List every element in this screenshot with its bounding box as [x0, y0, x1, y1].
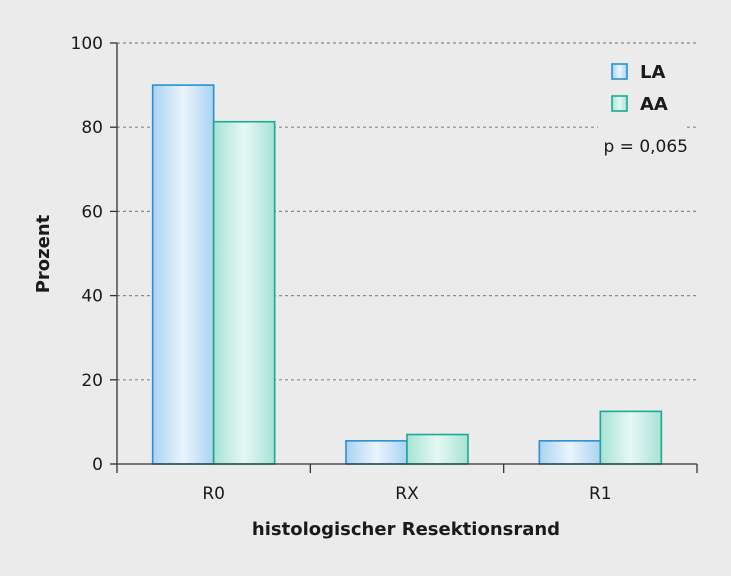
- x-tick-label-RX: RX: [395, 484, 419, 504]
- y-tick-label-80: 80: [81, 118, 103, 138]
- y-tick-label-100: 100: [71, 34, 103, 54]
- legend-label-LA: LA: [640, 62, 665, 83]
- bar-AA-RX: [406, 433, 469, 465]
- bar-AA-R1: [599, 410, 663, 465]
- x-tick-label-R1: R1: [589, 484, 612, 504]
- bar-LA-R0: [151, 84, 215, 465]
- y-tick-label-40: 40: [81, 287, 103, 307]
- p-value-annotation: p = 0,065: [603, 137, 688, 157]
- legend: LA AA: [598, 54, 686, 130]
- legend-swatch-LA: [611, 63, 628, 80]
- bar-AA-R0: [212, 120, 276, 465]
- y-tick-label-0: 0: [92, 455, 103, 475]
- x-axis-title: histologischer Resektionsrand: [252, 519, 560, 540]
- x-tick-label-R0: R0: [202, 484, 225, 504]
- legend-label-AA: AA: [640, 94, 668, 115]
- bar-LA-R1: [538, 440, 602, 465]
- y-axis-title: Prozent: [33, 214, 54, 293]
- y-tick-label-20: 20: [81, 371, 103, 391]
- legend-swatch-AA: [611, 95, 628, 112]
- y-tick-label-60: 60: [81, 202, 103, 222]
- bar-LA-RX: [345, 440, 408, 465]
